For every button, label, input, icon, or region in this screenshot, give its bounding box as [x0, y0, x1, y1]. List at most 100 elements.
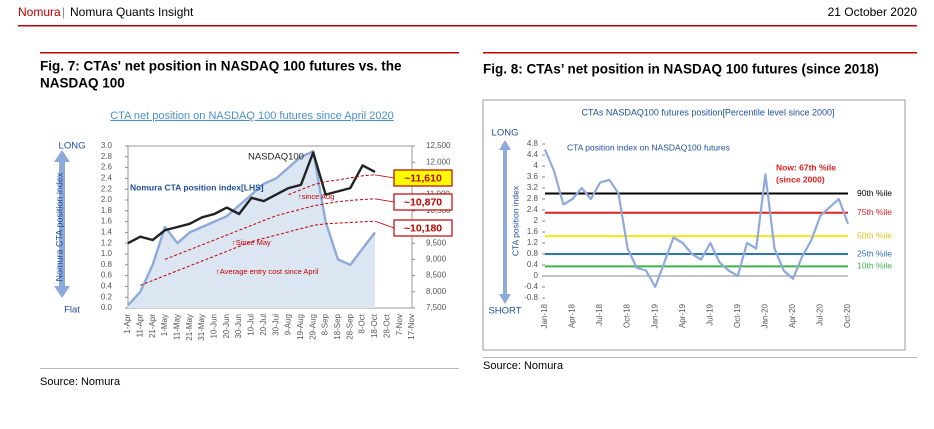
y2-tick-label: 7,500 [426, 303, 447, 312]
brand: Nomura [18, 5, 61, 19]
y-axis-label: Nomura CTA position index [54, 172, 64, 281]
x-tick-label: 9-Aug [284, 314, 293, 335]
y-tick-label: -0.4 [524, 282, 538, 291]
x-tick-label: 29-Aug [308, 314, 317, 340]
series-label: ↑Average entry cost since April [216, 267, 319, 276]
x-tick-label: 18-Sep [333, 313, 342, 339]
bottom-label: SHORT [488, 306, 521, 317]
x-tick-label: Apr-19 [678, 303, 687, 328]
y-tick-label: 1.6 [527, 227, 539, 236]
x-tick-label: 30-Jun [234, 314, 243, 338]
y-tick-label: 1.2 [101, 238, 113, 247]
series-label: NASDAQ100 [248, 152, 304, 163]
x-tick-label: 21-Apr [148, 314, 157, 338]
long-flat-arrow [54, 150, 70, 298]
x-tick-label: 10-Jul [247, 314, 256, 336]
series-line [164, 198, 376, 260]
y-tick-label: 1.0 [101, 249, 113, 258]
x-tick-label: 1-Apr [123, 314, 132, 334]
top-label: LONG [492, 128, 519, 139]
fig-rule [40, 52, 459, 54]
end-label-leader [374, 198, 395, 203]
y2-tick-label: 12,000 [426, 157, 451, 166]
fig-caption: NASDAQ 100 [40, 76, 125, 91]
y-axis-label: CTA position index [510, 185, 520, 256]
y-tick-label: 1.6 [101, 217, 113, 226]
x-tick-label: Jan-20 [760, 303, 769, 328]
y-tick-label: 2.8 [527, 194, 539, 203]
x-tick-label: Jan-19 [650, 303, 659, 328]
y-tick-label: 0.2 [101, 292, 113, 301]
reference-label: 90th %ile [857, 188, 892, 198]
y-tick-label: 0.4 [527, 260, 539, 269]
x-tick-label: Oct-20 [843, 303, 852, 328]
long-short-arrow [499, 140, 511, 304]
series-line [127, 150, 376, 307]
y-tick-label: 0.0 [101, 303, 113, 312]
series-label: Nomura CTA position index[LHS] [130, 182, 264, 192]
x-tick-label: Oct-19 [733, 303, 742, 328]
end-label-leader [374, 174, 395, 179]
end-label: ~11,610 [404, 172, 442, 184]
x-tick-label: 20-Jun [222, 314, 231, 338]
y-tick-label: 1.4 [101, 228, 113, 237]
x-tick-label: 8-Oct [358, 313, 367, 333]
y2-tick-label: 9,500 [426, 238, 447, 247]
x-tick-label: 7-Nov [395, 314, 404, 335]
x-tick-label: 8-Sep [321, 313, 330, 335]
x-tick-label: Oct-18 [623, 303, 632, 328]
series-line [140, 220, 376, 286]
y-tick-label: 0.8 [527, 249, 539, 258]
x-tick-label: Jul-20 [816, 303, 825, 325]
y-tick-label: 2.2 [101, 184, 113, 193]
x-tick-label: 18-Oct [370, 313, 379, 338]
x-tick-label: Jul-18 [595, 303, 604, 325]
fig-caption: Fig. 7: CTAs' net position in NASDAQ 100… [40, 59, 402, 74]
chart-frame [482, 99, 906, 351]
top-label: LONG [59, 141, 86, 152]
x-tick-label: 11-Apr [135, 314, 144, 338]
series-line [288, 174, 376, 196]
fig-rule [483, 52, 917, 54]
publication: Nomura Quants Insight [70, 5, 194, 19]
fig-caption: Fig. 8: CTAs’ net position in NASDAQ 100… [483, 62, 879, 77]
series-line [127, 151, 376, 245]
reference-label: 25th %ile [857, 248, 892, 258]
x-tick-label: Apr-20 [788, 303, 797, 328]
x-tick-label: Jan-18 [540, 303, 549, 328]
end-label: ~10,180 [404, 222, 442, 234]
fig-rule [40, 368, 459, 369]
fig-source: Source: Nomura [40, 376, 121, 388]
end-label: ~10,870 [404, 196, 442, 208]
x-tick-label: 28-Sep [345, 313, 354, 339]
separator: | [62, 5, 65, 19]
annotation: CTA position index on NASDAQ100 futures [567, 142, 730, 152]
y-tick-label: 4 [534, 161, 539, 170]
y-tick-label: 3.2 [527, 183, 539, 192]
y-tick-label: 4.4 [527, 150, 539, 159]
reference-label: 50th %ile [857, 230, 892, 240]
end-label-leader [374, 220, 395, 229]
reference-label: 75th %ile [857, 207, 892, 217]
y-tick-label: -0.8 [524, 293, 538, 302]
header-rule [18, 25, 917, 27]
y2-tick-label: 9,000 [426, 255, 447, 264]
x-tick-label: 20-Jul [259, 314, 268, 336]
chart-title: CTAs NASDAQ100 futures position[Percenti… [582, 107, 835, 117]
y-tick-label: 1.8 [101, 206, 113, 215]
y-tick-label: 1.2 [527, 238, 539, 247]
now-note: Now: 67th %ile [776, 162, 836, 172]
date: 21 October 2020 [828, 5, 918, 19]
y-tick-label: 0.4 [101, 282, 113, 291]
x-tick-label: 17-Nov [407, 314, 416, 340]
y-tick-label: 0 [534, 271, 539, 280]
x-tick-label: 19-Aug [296, 314, 305, 340]
y-tick-label: 3.0 [101, 141, 113, 150]
y-tick-label: 4.8 [527, 139, 539, 148]
series-label: ↑since Aug [298, 192, 334, 201]
y2-tick-label: 8,500 [426, 271, 447, 280]
y-tick-label: 2.0 [101, 195, 113, 204]
reference-label: 10th %ile [857, 261, 892, 271]
